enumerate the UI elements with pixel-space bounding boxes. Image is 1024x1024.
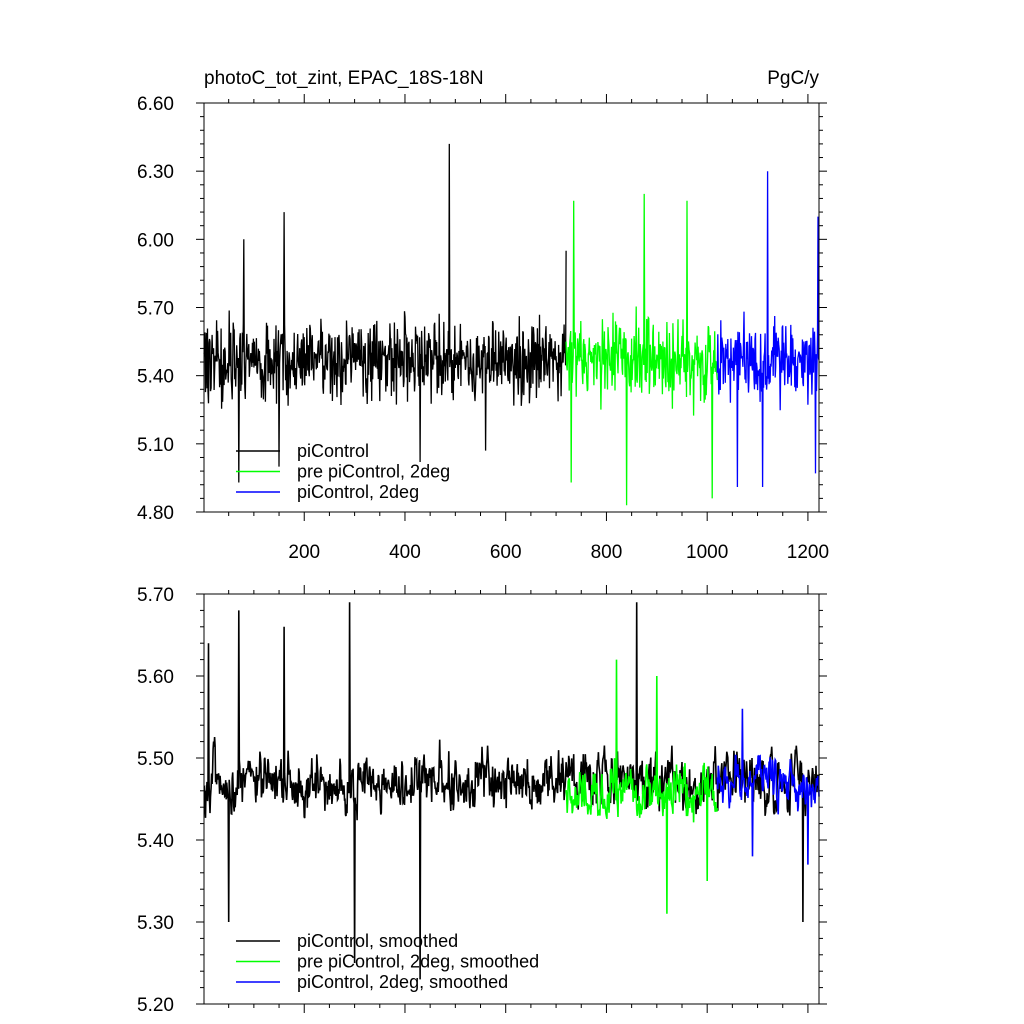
legend-label: piControl	[297, 441, 369, 461]
y-tick-label: 6.30	[137, 162, 174, 183]
y-tick-label: 5.20	[137, 995, 174, 1016]
legend-label: pre piControl, 2deg	[297, 462, 450, 482]
bottom-ticks: 5.20 5.30 5.40 5.50 5.60 5.70	[137, 585, 827, 1016]
top-panel: 4.80 5.10 5.40 5.70 6.00 6.30 6.60 200 400 600 800…	[137, 94, 829, 563]
x-tick-label: 200	[288, 542, 320, 563]
bottom-panel: 5.20 5.30 5.40 5.50 5.60 5.70 piControl, smoo…	[137, 585, 827, 1016]
legend-label: piControl, 2deg, smoothed	[297, 972, 508, 992]
y-tick-label: 5.40	[137, 367, 174, 388]
y-tick-label: 5.70	[137, 299, 174, 320]
x-tick-label: 600	[490, 542, 522, 563]
units-label: PgC/y	[767, 68, 819, 89]
x-tick-label: 400	[389, 542, 421, 563]
y-tick-label: 5.40	[137, 831, 174, 852]
bottom-series-layer	[203, 602, 820, 980]
y-tick-label: 5.10	[137, 435, 174, 456]
y-tick-label: 5.50	[137, 749, 174, 770]
chart-title: photoC_tot_zint, EPAC_18S-18N	[204, 68, 484, 89]
x-tick-label: 1000	[686, 542, 728, 563]
x-tick-label: 1200	[787, 542, 829, 563]
bottom-series-line-2	[565, 659, 719, 914]
top-series-line-1	[203, 143, 567, 483]
y-tick-label: 5.60	[137, 667, 174, 688]
y-tick-label: 4.80	[137, 503, 174, 524]
top-series-layer	[203, 143, 820, 506]
bottom-series-line-1	[203, 602, 820, 980]
y-tick-label: 6.00	[137, 230, 174, 251]
legend-label: piControl, 2deg	[297, 482, 419, 502]
y-tick-label: 5.30	[137, 913, 174, 934]
top-series-line-3	[716, 171, 820, 488]
bottom-plot-frame	[203, 593, 820, 1005]
top-ticks: 4.80 5.10 5.40 5.70 6.00 6.30 6.60 200 400 600 800…	[137, 94, 829, 563]
y-tick-label: 6.60	[137, 94, 174, 115]
x-tick-label: 800	[591, 542, 623, 563]
legend-label: piControl, smoothed	[297, 931, 458, 951]
y-tick-label: 5.70	[137, 585, 174, 606]
bottom-series-line-3	[716, 708, 820, 865]
legend-label: pre piControl, 2deg, smoothed	[297, 952, 539, 972]
top-series-line-2	[565, 193, 718, 506]
